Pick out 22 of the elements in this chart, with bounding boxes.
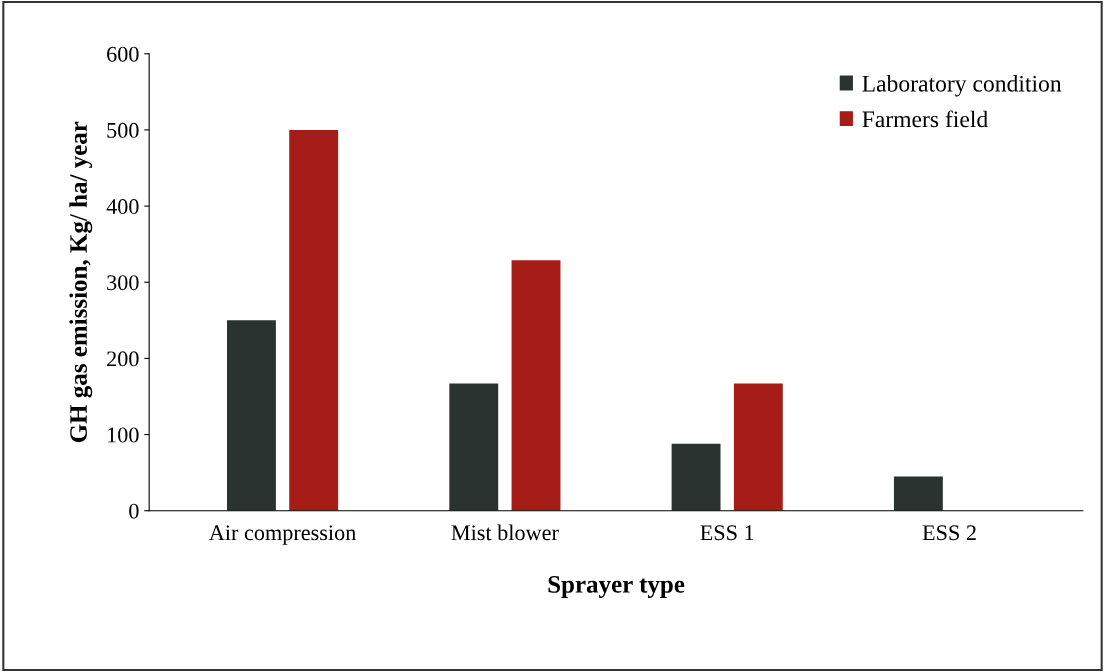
bar	[289, 129, 339, 511]
y-axis-title: GH gas emission, Kg/ ha/ year	[69, 121, 93, 443]
x-tick-label: Air compression	[209, 525, 356, 545]
y-tick-label: 200	[107, 351, 139, 367]
y-tick-label: 400	[106, 199, 139, 215]
bar	[511, 260, 561, 511]
legend-label: Laboratory condition	[862, 75, 1062, 97]
bar	[449, 383, 499, 511]
bar	[733, 383, 783, 511]
x-tick-label: ESS 2	[922, 525, 976, 541]
y-tick-label: 300	[107, 275, 139, 291]
y-tick-label: 600	[107, 46, 139, 62]
y-tick-label: 100	[108, 427, 139, 443]
x-tick-label: ESS 1	[700, 525, 754, 541]
y-tick-label: 500	[107, 122, 139, 138]
x-axis-title: Sprayer type	[548, 576, 685, 598]
bar	[671, 443, 721, 511]
x-tick-label: Mist blower	[451, 524, 559, 541]
y-tick-label: 0	[129, 503, 139, 519]
bar	[226, 320, 276, 511]
legend-label: Farmers field	[862, 110, 988, 128]
bar	[893, 476, 943, 511]
